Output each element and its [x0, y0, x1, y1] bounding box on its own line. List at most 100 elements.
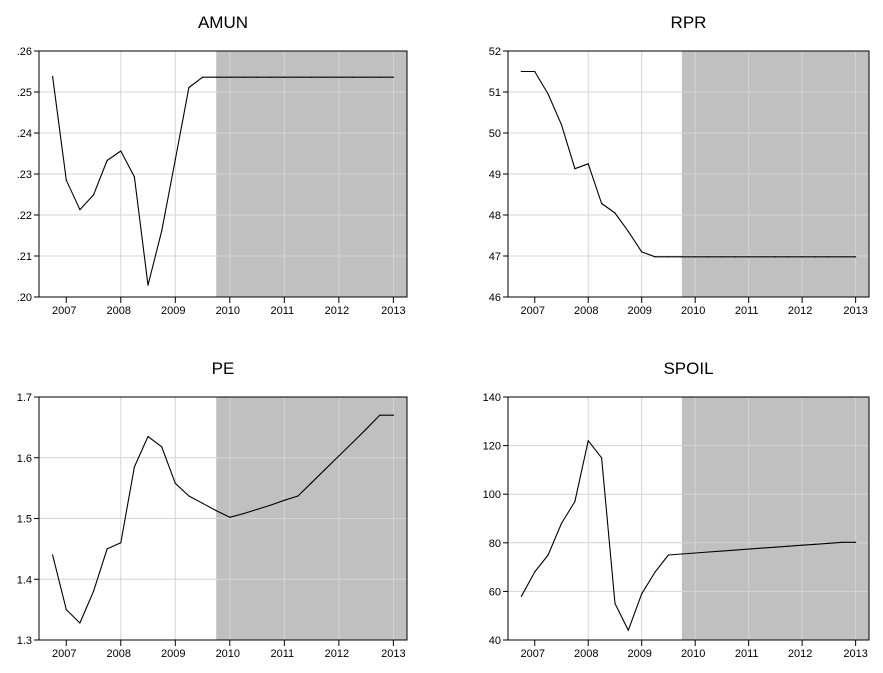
data-point — [242, 76, 245, 78]
data-point — [338, 76, 340, 78]
y-tick-label: 1.3 — [17, 635, 32, 647]
data-point — [748, 548, 750, 550]
data-point — [788, 545, 790, 547]
y-tick-label: .24 — [17, 128, 32, 140]
data-point — [324, 76, 326, 78]
data-point — [774, 546, 777, 548]
x-tick-label: 2008 — [574, 305, 598, 317]
y-tick-label: .26 — [17, 46, 32, 58]
x-tick-label: 2007 — [520, 305, 544, 317]
data-point — [92, 590, 95, 593]
x-tick-label: 2011 — [735, 305, 759, 317]
data-point — [365, 76, 367, 78]
data-point — [801, 544, 803, 546]
data-point — [814, 256, 817, 258]
data-point — [734, 256, 736, 258]
data-point — [734, 549, 736, 551]
x-tick-label: 2010 — [681, 648, 705, 660]
data-point — [242, 513, 245, 515]
data-point — [801, 256, 803, 258]
data-point — [120, 150, 122, 152]
data-point — [215, 76, 217, 78]
y-tick-label: 1.6 — [17, 453, 32, 465]
data-point — [761, 256, 763, 258]
data-point — [654, 256, 656, 258]
y-tick-label: .23 — [17, 169, 32, 181]
data-point — [52, 75, 54, 78]
data-point — [351, 76, 354, 78]
data-point — [365, 428, 367, 430]
data-point — [641, 593, 643, 595]
data-point — [351, 441, 354, 444]
x-tick-label: 2011 — [271, 305, 295, 317]
x-tick-label: 2012 — [788, 648, 812, 660]
data-point — [627, 230, 629, 232]
chart-title: SPOIL — [663, 359, 713, 378]
data-point — [560, 522, 563, 524]
y-tick-label: .22 — [17, 210, 32, 222]
y-tick-label: .21 — [17, 251, 32, 263]
x-tick-label: 2011 — [735, 648, 759, 660]
x-tick-label: 2008 — [107, 305, 131, 317]
x-tick-label: 2007 — [520, 648, 544, 660]
chart-panel-rpr: RPR 46 47 48 49 50 51 52 2007 2008 2009 2010 2011 201… — [489, 13, 870, 317]
data-point — [828, 542, 830, 544]
data-point — [574, 168, 576, 170]
data-point — [814, 543, 817, 545]
data-point — [79, 622, 81, 624]
y-tick-label: 80 — [489, 538, 501, 550]
data-point — [188, 86, 190, 89]
x-tick-label: 2012 — [788, 305, 812, 317]
y-tick-label: 52 — [489, 46, 501, 58]
y-tick-label: 50 — [489, 128, 501, 140]
data-point — [600, 202, 603, 205]
data-point — [855, 541, 857, 543]
data-point — [256, 508, 258, 510]
y-tick-label: 60 — [489, 586, 501, 598]
series-line — [52, 76, 394, 286]
data-point — [201, 76, 204, 78]
chart-panel-pe: PE 1.3 1.4 1.5 1.6 1.7 2007 2008 2009 2010 2011 201… — [17, 359, 408, 660]
data-point — [694, 552, 696, 554]
series-line — [521, 70, 856, 258]
y-tick-label: 140 — [483, 392, 501, 404]
x-tick-label: 2009 — [627, 648, 651, 660]
data-point — [201, 502, 204, 504]
data-point — [106, 159, 108, 162]
data-point — [161, 446, 163, 448]
data-point — [520, 70, 522, 73]
x-tick-label: 2012 — [325, 648, 349, 660]
x-tick-label: 2010 — [216, 648, 240, 660]
y-tick-label: 47 — [489, 251, 501, 263]
y-tick-label: 1.4 — [17, 574, 32, 586]
data-point — [392, 76, 394, 78]
data-point — [229, 516, 231, 518]
chart-title: PE — [212, 359, 235, 378]
data-point — [841, 256, 843, 258]
data-point — [534, 70, 536, 73]
y-tick-label: 48 — [489, 210, 501, 222]
data-point — [855, 256, 857, 258]
x-tick-label: 2010 — [681, 305, 705, 317]
x-tick-label: 2011 — [271, 648, 295, 660]
data-point — [133, 466, 136, 468]
series-line — [520, 440, 856, 631]
data-point — [667, 554, 670, 556]
data-point — [721, 550, 723, 552]
y-tick-label: 51 — [489, 87, 501, 99]
data-point — [667, 256, 670, 258]
data-point — [188, 495, 190, 497]
data-point — [707, 256, 710, 258]
data-point — [547, 554, 549, 556]
data-point — [587, 163, 589, 165]
data-point — [106, 548, 108, 550]
data-point — [229, 76, 231, 78]
data-point — [133, 176, 136, 178]
x-tick-label: 2013 — [381, 648, 405, 660]
y-tick-label: 100 — [483, 489, 501, 501]
data-point — [324, 468, 326, 470]
y-tick-label: 40 — [489, 635, 501, 647]
chart-title: AMUN — [198, 13, 248, 32]
shaded-region — [681, 397, 869, 640]
